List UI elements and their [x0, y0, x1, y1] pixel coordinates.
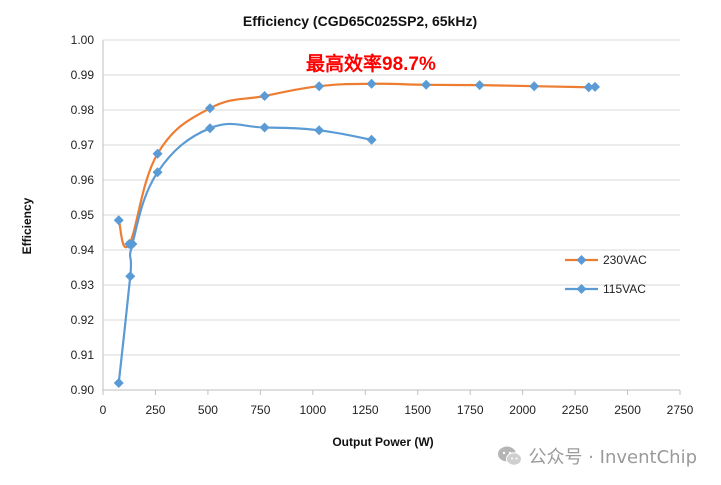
y-tick-label: 0.99	[71, 68, 95, 82]
series-line-115VAC	[117, 122, 372, 384]
y-tick-label: 0.93	[71, 278, 95, 292]
watermark-text: 公众号 · InventChip	[528, 447, 697, 468]
x-tick-label: 1000	[299, 403, 326, 417]
data-point-115VAC-4	[205, 123, 216, 134]
data-point-230VAC-9	[529, 81, 540, 92]
y-tick-labels: 0.90 0.91 0.92 0.93 0.94 0.95 0.96 0.97 0.98 0.99…	[71, 33, 95, 397]
y-tick-label: 0.97	[71, 138, 95, 152]
x-tick-label: 0	[100, 403, 107, 417]
x-tick-label: 2250	[562, 403, 589, 417]
x-tick-label: 1750	[457, 403, 484, 417]
x-tick-label: 750	[250, 403, 270, 417]
y-tick-label: 0.90	[71, 383, 95, 397]
x-tick-label: 500	[198, 403, 218, 417]
wechat-icon	[497, 446, 522, 466]
y-tick-label: 0.92	[71, 313, 95, 327]
series-line-230VAC	[117, 82, 598, 249]
x-tick-labels: 0 250 500 750 1000 1250 1500 1750 2000 2250 2500 27…	[100, 403, 694, 417]
x-tick-label: 250	[145, 403, 165, 417]
x-axis-title: Output Power (W)	[332, 435, 433, 449]
watermark: 公众号 · InventChip	[497, 443, 697, 469]
data-point-230VAC-4	[259, 91, 270, 101]
y-tick-label: 0.94	[71, 243, 95, 257]
data-point-230VAC-0	[113, 215, 124, 226]
x-tick-label: 1250	[352, 403, 379, 417]
data-point-230VAC-2	[152, 148, 163, 159]
gridlines	[103, 39, 680, 391]
peak-efficiency-annotation: 最高效率98.7%	[306, 52, 436, 75]
y-tick-label: 1.00	[71, 33, 95, 47]
data-point-230VAC-11	[590, 81, 601, 92]
data-point-115VAC-5	[259, 122, 270, 133]
x-tick-label: 1500	[404, 403, 431, 417]
x-tick-label: 2750	[667, 403, 694, 417]
data-point-115VAC-3	[152, 167, 163, 178]
x-tick-label: 2000	[509, 403, 536, 417]
y-tick-label: 0.98	[71, 103, 95, 117]
y-tick-label: 0.95	[71, 208, 95, 222]
legend: 230VAC 115VAC	[565, 253, 647, 296]
data-point-115VAC-7	[366, 134, 377, 145]
data-point-230VAC-7	[421, 79, 432, 90]
data-point-115VAC-0	[113, 378, 124, 388]
data-point-115VAC-2	[127, 239, 138, 250]
data-point-115VAC-1	[125, 271, 136, 282]
legend-label-230VAC: 230VAC	[603, 253, 647, 267]
chart-title: Efficiency (CGD65C025SP2, 65kHz)	[243, 13, 477, 29]
y-tick-label: 0.91	[71, 348, 95, 362]
data-point-230VAC-3	[205, 103, 216, 114]
series-group	[113, 78, 601, 388]
x-tick-label: 2500	[614, 403, 641, 417]
data-point-230VAC-5	[314, 81, 325, 92]
data-point-230VAC-6	[366, 78, 377, 89]
data-point-230VAC-8	[474, 80, 485, 91]
legend-label-115VAC: 115VAC	[603, 282, 646, 296]
legend-marker-115VAC	[576, 284, 587, 294]
data-point-230VAC-10	[583, 82, 594, 93]
y-axis-title: Efficiency	[20, 197, 34, 254]
y-tick-label: 0.96	[71, 173, 95, 187]
legend-marker-230VAC	[576, 255, 587, 265]
data-point-115VAC-6	[314, 125, 325, 136]
axes	[102, 40, 681, 395]
